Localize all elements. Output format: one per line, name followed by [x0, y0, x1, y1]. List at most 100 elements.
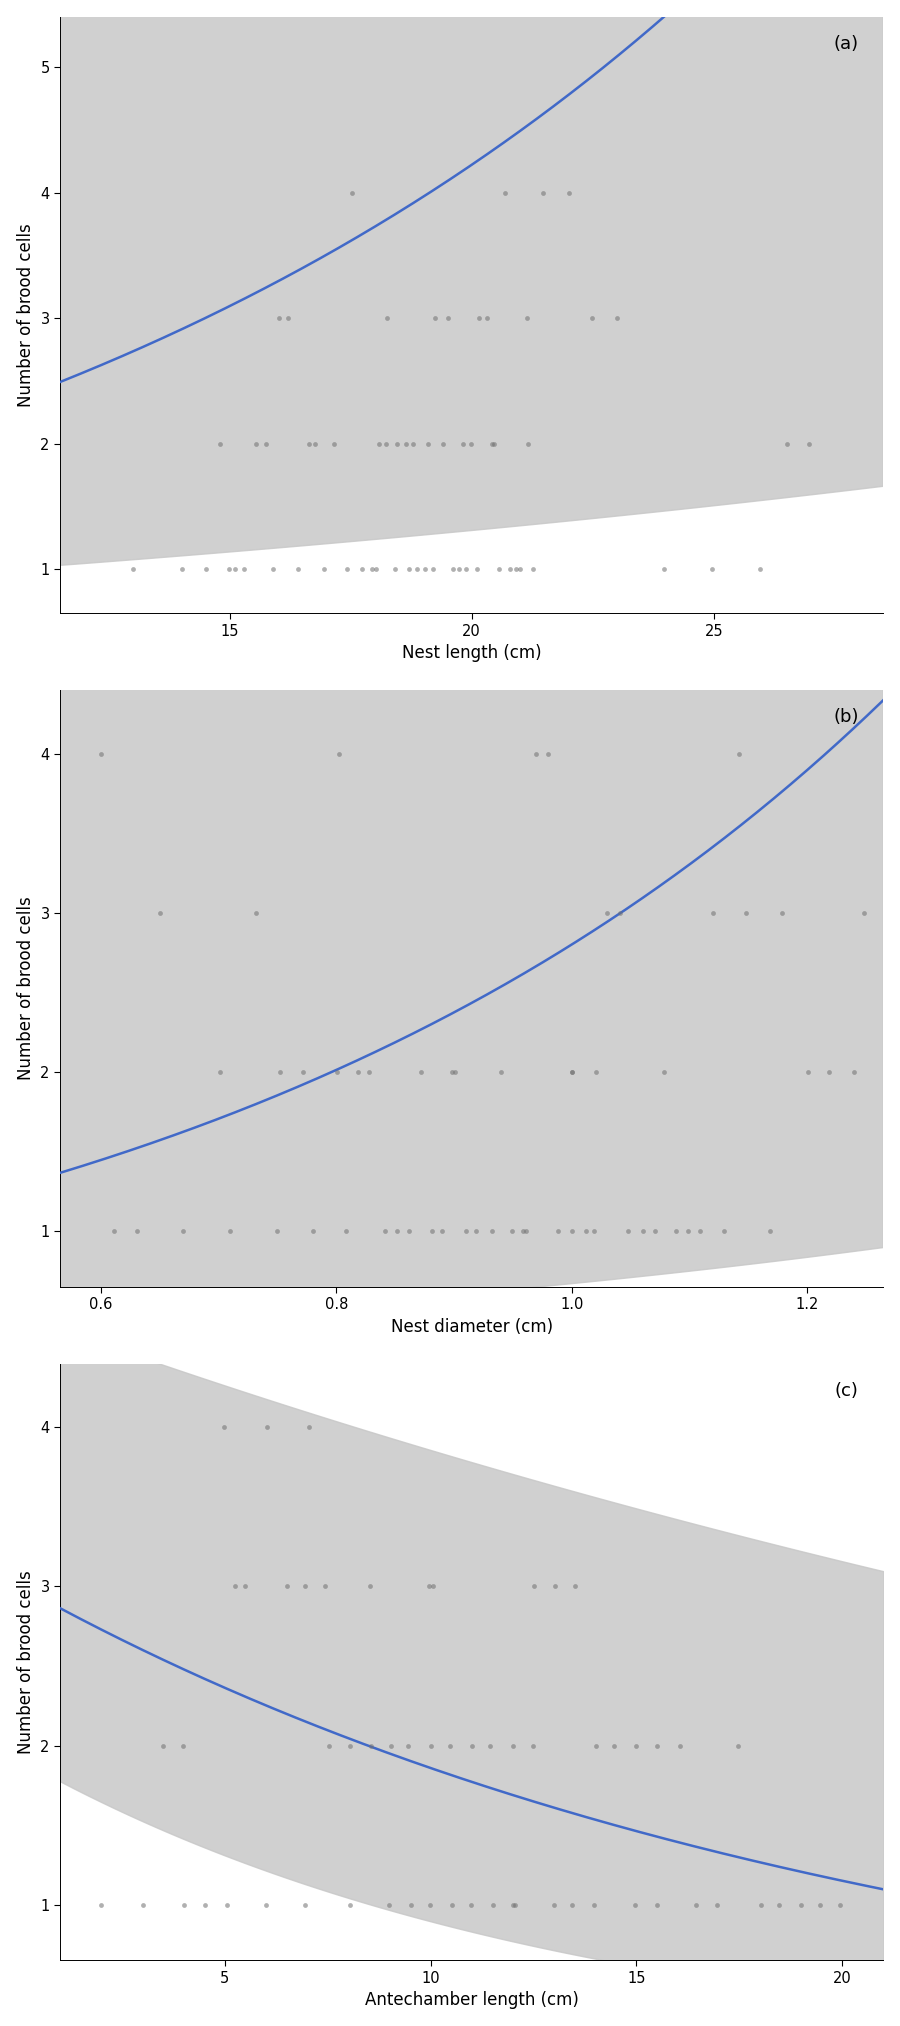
Point	[306, 1216, 320, 1248]
Point	[487, 427, 501, 460]
Point	[280, 1570, 294, 1603]
Point	[435, 1216, 449, 1248]
Point	[107, 1216, 122, 1248]
Point	[505, 1216, 519, 1248]
Point	[491, 553, 506, 586]
Point	[710, 1888, 724, 1921]
Point	[780, 427, 795, 460]
Point	[546, 1888, 561, 1921]
Point	[401, 1216, 416, 1248]
Point	[399, 427, 413, 460]
Point	[199, 553, 213, 586]
Point	[388, 553, 402, 586]
Point	[217, 1410, 231, 1443]
Point	[464, 427, 479, 460]
Point	[418, 553, 432, 586]
Point	[302, 1410, 316, 1443]
Point	[298, 1570, 312, 1603]
Point	[425, 1216, 439, 1248]
Point	[423, 1888, 437, 1921]
Point	[445, 1056, 459, 1088]
Point	[446, 1888, 460, 1921]
Point	[331, 737, 346, 770]
Point	[498, 176, 512, 209]
Point	[94, 737, 109, 770]
Point	[452, 553, 466, 586]
Point	[635, 1216, 650, 1248]
Point	[518, 1216, 533, 1248]
Point	[813, 1888, 827, 1921]
Point	[589, 1730, 603, 1763]
Point	[579, 1216, 593, 1248]
Point	[565, 1216, 580, 1248]
Point	[428, 302, 443, 334]
Point	[272, 302, 286, 334]
Point	[248, 427, 263, 460]
Point	[248, 898, 263, 930]
Point	[822, 1056, 836, 1088]
Point	[480, 302, 494, 334]
Point	[459, 553, 473, 586]
Y-axis label: Number of brood cells: Number of brood cells	[17, 1570, 35, 1755]
Point	[351, 1056, 365, 1088]
Point	[228, 1570, 242, 1603]
Point	[672, 1730, 687, 1763]
Point	[607, 1730, 621, 1763]
Point	[526, 1730, 540, 1763]
Point	[739, 898, 753, 930]
Point	[448, 1056, 463, 1088]
Point	[520, 427, 535, 460]
Point	[494, 1056, 508, 1088]
Point	[176, 1216, 190, 1248]
Point	[455, 427, 470, 460]
Point	[273, 1056, 287, 1088]
Point	[153, 898, 167, 930]
Point	[421, 1570, 436, 1603]
Point	[464, 1888, 479, 1921]
Point	[176, 1888, 191, 1921]
Text: (c): (c)	[835, 1382, 859, 1400]
Point	[513, 553, 527, 586]
Point	[484, 1216, 499, 1248]
Point	[588, 1216, 602, 1248]
Point	[794, 1888, 808, 1921]
Point	[410, 553, 425, 586]
Point	[621, 1216, 635, 1248]
Point	[126, 553, 140, 586]
Point	[536, 176, 550, 209]
Point	[628, 1888, 643, 1921]
Point	[732, 737, 746, 770]
Point	[414, 1056, 428, 1088]
Point	[731, 1730, 745, 1763]
Point	[228, 553, 242, 586]
Point	[327, 427, 341, 460]
Point	[198, 1888, 212, 1921]
Point	[648, 1216, 662, 1248]
Point	[343, 1730, 357, 1763]
Point	[550, 1216, 564, 1248]
X-axis label: Antechamber length (cm): Antechamber length (cm)	[364, 1992, 579, 2010]
Point	[420, 427, 435, 460]
Point	[688, 1888, 703, 1921]
Point	[548, 1570, 562, 1603]
Point	[401, 553, 416, 586]
Text: (b): (b)	[833, 707, 859, 725]
Point	[426, 553, 440, 586]
Point	[322, 1730, 337, 1763]
X-axis label: Nest diameter (cm): Nest diameter (cm)	[391, 1317, 553, 1335]
Point	[363, 1570, 377, 1603]
Point	[508, 1888, 522, 1921]
Point	[609, 302, 624, 334]
Point	[565, 1056, 580, 1088]
Point	[464, 1730, 479, 1763]
Point	[469, 1216, 483, 1248]
Point	[383, 1730, 398, 1763]
Point	[406, 427, 420, 460]
Point	[441, 302, 455, 334]
Point	[833, 1888, 848, 1921]
Point	[94, 1888, 109, 1921]
Point	[857, 898, 871, 930]
Point	[403, 1888, 418, 1921]
Point	[390, 427, 404, 460]
Point	[266, 553, 280, 586]
